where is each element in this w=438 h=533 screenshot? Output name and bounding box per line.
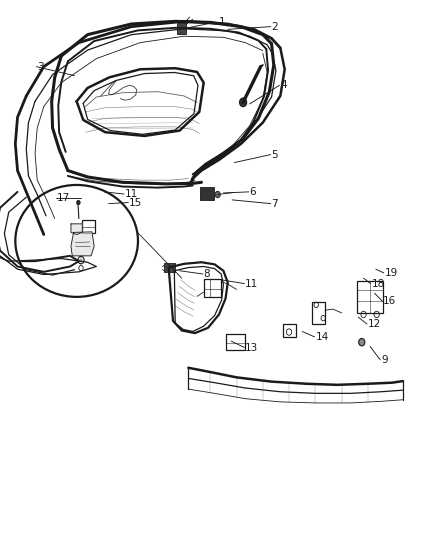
Circle shape: [77, 200, 80, 205]
Text: 3: 3: [37, 62, 44, 71]
Text: 7: 7: [272, 199, 278, 208]
Text: 2: 2: [272, 22, 278, 31]
Bar: [283, 324, 296, 337]
Text: 11: 11: [125, 189, 138, 199]
Text: 9: 9: [381, 355, 388, 365]
Text: 5: 5: [272, 150, 278, 159]
Text: 15: 15: [129, 198, 142, 207]
Text: 16: 16: [383, 296, 396, 306]
Bar: [177, 23, 186, 34]
Text: 14: 14: [315, 332, 328, 342]
Text: 6: 6: [250, 187, 256, 197]
Circle shape: [215, 191, 220, 198]
Circle shape: [240, 98, 247, 107]
Text: 18: 18: [371, 279, 385, 288]
Text: 11: 11: [245, 279, 258, 288]
Text: 17: 17: [57, 193, 70, 203]
Text: 8: 8: [204, 269, 210, 279]
Bar: [226, 334, 245, 350]
Text: 12: 12: [368, 319, 381, 329]
Text: 19: 19: [385, 268, 398, 278]
Text: 1: 1: [219, 18, 226, 27]
Bar: [164, 263, 175, 272]
Text: 4: 4: [280, 80, 287, 90]
Polygon shape: [71, 224, 82, 235]
Bar: [204, 279, 221, 297]
Bar: [312, 302, 325, 324]
Polygon shape: [71, 232, 94, 256]
Text: 13: 13: [245, 343, 258, 352]
Bar: [82, 220, 95, 233]
Circle shape: [359, 338, 365, 346]
Bar: [200, 187, 214, 200]
Bar: [357, 281, 383, 313]
